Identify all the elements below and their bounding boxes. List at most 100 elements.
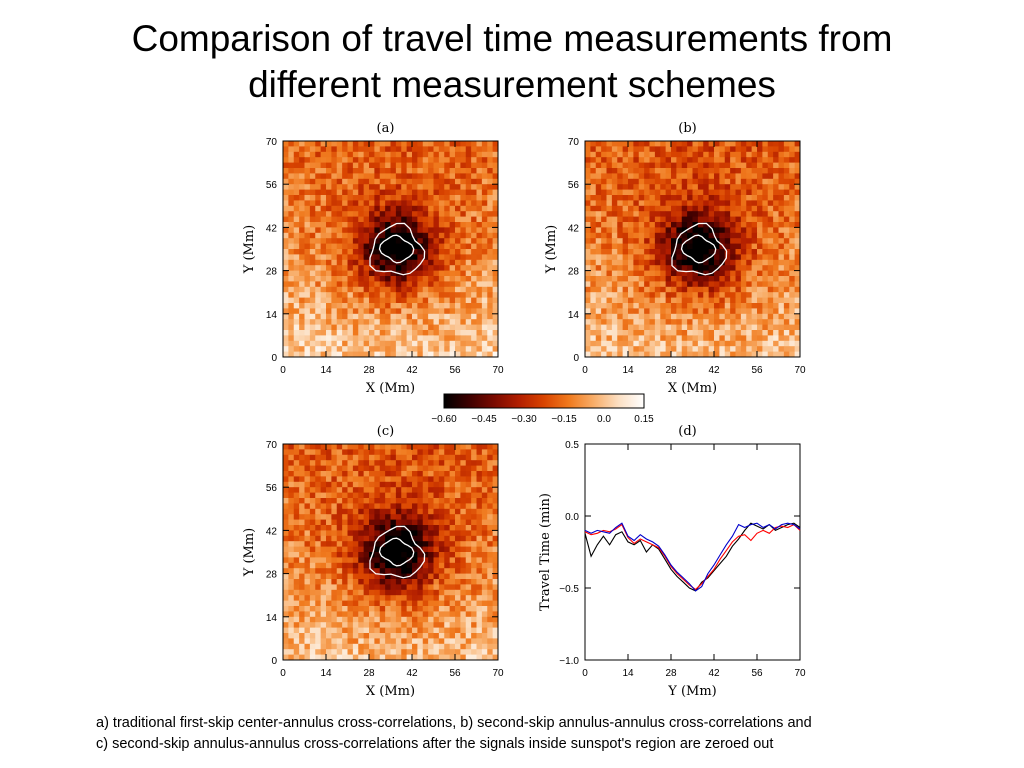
heatmap-cell xyxy=(740,346,747,352)
heatmap-cell xyxy=(320,492,327,499)
heatmap-cell xyxy=(476,638,483,645)
heatmap-cell xyxy=(471,595,477,601)
heatmap-cell xyxy=(778,319,785,325)
heatmap-cell xyxy=(460,654,467,661)
heatmap-cell xyxy=(633,319,640,325)
heatmap-cell xyxy=(773,227,779,234)
heatmap-cell xyxy=(422,227,429,234)
heatmap-cell xyxy=(708,313,715,320)
heatmap-cell xyxy=(767,313,774,320)
heatmap-cell xyxy=(730,232,736,239)
heatmap-cell xyxy=(590,216,597,223)
heatmap-cell xyxy=(783,340,790,347)
heatmap-cell xyxy=(671,151,677,158)
heatmap-cell xyxy=(719,281,726,288)
heatmap-cell xyxy=(676,303,683,309)
heatmap-cell xyxy=(611,340,618,347)
heatmap-cell xyxy=(444,146,451,153)
heatmap-cell xyxy=(406,243,413,250)
heatmap-cell xyxy=(487,335,494,342)
heatmap-cell xyxy=(385,541,391,547)
heatmap-cell xyxy=(465,276,472,282)
heatmap-cell xyxy=(304,643,311,650)
heatmap-cell xyxy=(735,324,742,331)
heatmap-cell xyxy=(590,232,597,239)
heatmap-cell xyxy=(595,216,602,223)
heatmap-cell xyxy=(481,324,488,331)
heatmap-cell xyxy=(433,471,440,477)
heatmap-cell xyxy=(697,195,704,201)
heatmap-cell xyxy=(352,633,359,639)
heatmap-cell xyxy=(293,146,300,153)
heatmap-cell xyxy=(422,584,429,591)
heatmap-cell xyxy=(401,330,408,336)
heatmap-cell xyxy=(412,514,418,520)
heatmap-cell xyxy=(455,216,461,223)
heatmap-cell xyxy=(460,546,467,553)
heatmap-cell xyxy=(352,508,359,515)
heatmap-cell xyxy=(438,222,445,228)
heatmap-cell xyxy=(638,254,645,261)
heatmap-cell xyxy=(708,335,715,342)
heatmap-cell xyxy=(708,259,715,266)
heatmap-cell xyxy=(369,638,375,645)
heatmap-cell xyxy=(590,238,597,244)
heatmap-cell xyxy=(347,205,354,212)
heatmap-cell xyxy=(326,584,332,591)
heatmap-cell xyxy=(465,579,472,585)
heatmap-cell xyxy=(460,471,467,477)
heatmap-cell xyxy=(315,487,322,493)
heatmap-cell xyxy=(363,530,370,537)
heatmap-cell xyxy=(326,286,332,293)
heatmap-cell xyxy=(703,168,710,174)
heatmap-cell xyxy=(390,351,397,358)
heatmap-cell xyxy=(714,151,720,158)
colorbar-tick-label: −0.60 xyxy=(431,414,457,425)
heatmap-cell xyxy=(438,205,445,212)
heatmap-cell xyxy=(342,622,348,628)
heatmap-cell xyxy=(773,211,779,217)
heatmap-cell xyxy=(460,454,467,461)
heatmap-cell xyxy=(390,335,397,342)
heatmap-cell xyxy=(692,249,699,255)
heatmap-cell xyxy=(789,281,796,288)
heatmap-cell xyxy=(385,508,391,515)
heatmap-cell xyxy=(438,589,445,596)
heatmap-cell xyxy=(309,530,316,537)
heatmap-cell xyxy=(369,324,375,331)
heatmap-cell xyxy=(697,351,704,358)
heatmap-cell xyxy=(730,270,736,277)
heatmap-cell xyxy=(347,351,354,358)
heatmap-cell xyxy=(444,589,451,596)
heatmap-cell xyxy=(438,189,445,196)
heatmap-cell xyxy=(347,471,354,477)
heatmap-cell xyxy=(331,444,338,450)
penumbra-contour-a xyxy=(369,222,426,276)
heatmap-cell xyxy=(719,205,726,212)
heatmap-cell xyxy=(492,259,499,266)
heatmap-cell xyxy=(438,454,445,461)
heatmap-cell xyxy=(326,259,332,266)
heatmap-cell xyxy=(417,487,424,493)
heatmap-cell xyxy=(778,173,785,180)
heatmap-cell xyxy=(395,243,402,250)
heatmap-cell xyxy=(606,216,613,223)
heatmap-cell xyxy=(342,492,348,499)
heatmap-cell xyxy=(778,281,785,288)
heatmap-cell xyxy=(363,195,370,201)
heatmap-cell xyxy=(358,525,365,531)
heatmap-cell xyxy=(379,178,386,185)
heatmap-cell xyxy=(379,330,386,336)
heatmap-cell xyxy=(444,557,451,564)
heatmap-cell xyxy=(331,449,338,456)
heatmap-cell xyxy=(417,319,424,325)
heatmap-cell xyxy=(735,303,742,309)
heatmap-cell xyxy=(395,584,402,591)
heatmap-cell xyxy=(309,444,316,450)
heatmap-cell xyxy=(304,568,311,574)
heatmap-cell xyxy=(385,546,391,553)
heatmap-cell xyxy=(692,200,699,207)
heatmap-cell xyxy=(481,557,488,564)
heatmap-cell xyxy=(428,254,434,261)
heatmap-cell xyxy=(783,270,790,277)
